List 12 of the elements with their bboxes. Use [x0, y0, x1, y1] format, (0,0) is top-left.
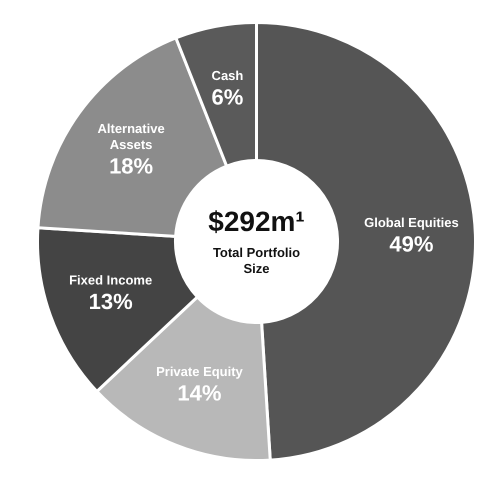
data-label: 14% — [177, 380, 222, 406]
text: Total Portfolio Size — [212, 245, 300, 276]
data-label: 6% — [212, 84, 244, 110]
slice-label: Cash — [212, 68, 244, 83]
data-label: 18% — [109, 153, 154, 178]
text: $292m¹ — [208, 206, 305, 238]
slice-label: Global Equities — [364, 215, 459, 230]
slice-label: Fixed Income — [69, 272, 152, 288]
slice-label: Alternative Assets — [97, 120, 165, 152]
data-label: 13% — [88, 289, 133, 314]
slice-label: Private Equity — [156, 364, 244, 380]
data-label: 49% — [389, 232, 434, 257]
